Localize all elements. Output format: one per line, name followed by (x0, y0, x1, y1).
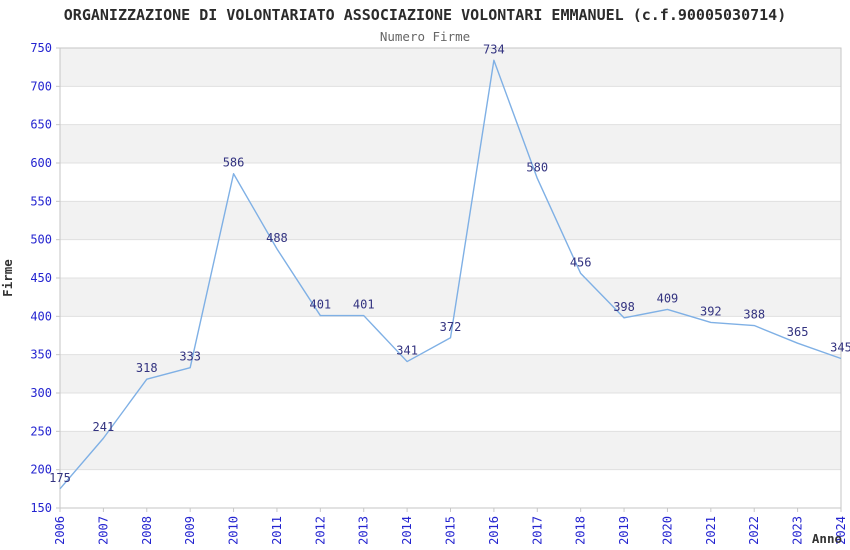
x-tick-label: 2018 (574, 516, 588, 545)
x-tick-label: 2019 (617, 516, 631, 545)
data-label: 241 (93, 420, 115, 434)
data-label: 580 (526, 160, 548, 174)
y-tick-label: 200 (30, 463, 52, 477)
data-label: 398 (613, 300, 635, 314)
plot-band (60, 431, 841, 470)
data-label: 372 (440, 320, 462, 334)
chart-title: ORGANIZZAZIONE DI VOLONTARIATO ASSOCIAZI… (63, 6, 787, 24)
data-label: 175 (49, 471, 71, 485)
data-label: 392 (700, 304, 722, 318)
data-label: 734 (483, 42, 505, 56)
data-label: 456 (570, 255, 592, 269)
y-tick-label: 700 (30, 79, 52, 93)
plot-band (60, 239, 841, 278)
data-label: 365 (787, 325, 809, 339)
x-tick-label: 2008 (140, 516, 154, 545)
data-label: 333 (179, 350, 201, 364)
x-tick-label: 2015 (444, 516, 458, 545)
x-tick-label: 2011 (270, 516, 284, 545)
y-tick-label: 450 (30, 271, 52, 285)
y-tick-label: 750 (30, 41, 52, 55)
x-tick-label: 2010 (227, 516, 241, 545)
y-tick-label: 650 (30, 118, 52, 132)
data-label: 409 (657, 291, 679, 305)
x-tick-label: 2012 (313, 516, 327, 545)
x-tick-label: 2022 (747, 516, 761, 545)
data-label: 388 (743, 308, 765, 322)
y-tick-label: 500 (30, 233, 52, 247)
plot-band (60, 393, 841, 432)
y-tick-label: 300 (30, 386, 52, 400)
plot-band (60, 48, 841, 87)
x-axis-title: Anno (812, 531, 842, 546)
data-label: 488 (266, 231, 288, 245)
plot-band (60, 278, 841, 317)
x-tick-label: 2024 (834, 516, 848, 545)
x-tick-label: 2013 (357, 516, 371, 545)
data-label: 401 (353, 298, 375, 312)
y-tick-label: 600 (30, 156, 52, 170)
plot-band (60, 469, 841, 508)
x-tick-label: 2023 (791, 516, 805, 545)
x-tick-label: 2007 (96, 516, 110, 545)
y-tick-label: 250 (30, 424, 52, 438)
data-label: 341 (396, 344, 418, 358)
x-tick-label: 2017 (530, 516, 544, 545)
data-label: 345 (830, 341, 850, 355)
data-label: 318 (136, 361, 158, 375)
y-tick-label: 550 (30, 194, 52, 208)
plot-band (60, 124, 841, 163)
y-tick-label: 400 (30, 309, 52, 323)
y-tick-label: 150 (30, 501, 52, 515)
data-label: 401 (309, 298, 331, 312)
y-tick-label: 350 (30, 348, 52, 362)
x-tick-label: 2006 (53, 516, 67, 545)
plot-band (60, 163, 841, 202)
plot-band (60, 86, 841, 125)
data-line (59, 59, 842, 490)
data-label: 586 (223, 156, 245, 170)
x-tick-label: 2014 (400, 516, 414, 545)
x-tick-label: 2021 (704, 516, 718, 545)
plot-band (60, 354, 841, 393)
x-tick-label: 2016 (487, 516, 501, 545)
plot-band (60, 201, 841, 240)
chart-subtitle: Numero Firme (379, 29, 471, 44)
y-axis-title: Firme (0, 259, 15, 297)
x-tick-label: 2020 (660, 516, 674, 545)
x-tick-label: 2009 (183, 516, 197, 545)
